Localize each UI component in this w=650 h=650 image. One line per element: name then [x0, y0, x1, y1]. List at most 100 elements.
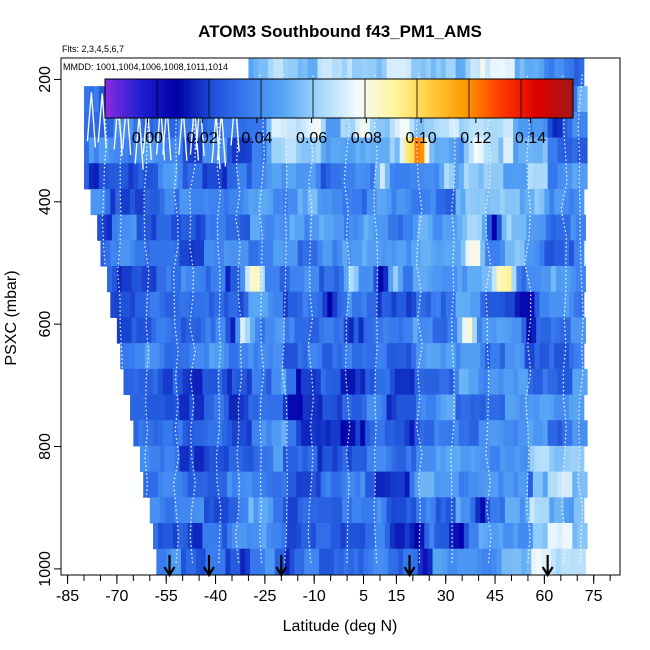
heatmap-cell — [567, 420, 573, 447]
heatmap-cell — [465, 58, 471, 87]
heatmap-cell — [567, 522, 573, 550]
heatmap-cell — [564, 58, 570, 87]
heatmap-cell — [292, 343, 299, 370]
heatmap-cell — [539, 58, 545, 87]
heatmap-cell — [421, 58, 427, 87]
heatmap-cell — [509, 445, 516, 473]
colorbar-swatch — [368, 79, 372, 118]
heatmap-cell — [504, 343, 511, 370]
heatmap-cell — [228, 188, 235, 216]
heatmap-cell — [580, 214, 586, 241]
plot-frame — [60, 57, 621, 576]
heatmap-cell — [427, 266, 434, 293]
heatmap-cell — [184, 188, 190, 216]
x-tick-label: 45 — [486, 588, 504, 605]
heatmap-cell — [182, 111, 189, 139]
heatmap-cell — [172, 420, 179, 447]
colorbar-swatch — [140, 79, 144, 118]
heatmap-cell — [580, 266, 586, 293]
heatmap-cell — [559, 445, 565, 473]
heatmap-cell — [462, 317, 468, 344]
heatmap-cell — [199, 343, 205, 370]
y-tick-label: 800 — [37, 433, 54, 460]
heatmap-cell — [131, 214, 138, 241]
heatmap-cell — [504, 240, 511, 267]
heatmap-cell — [322, 445, 328, 473]
heatmap-cell — [567, 137, 573, 164]
heatmap-cell — [250, 266, 256, 293]
colorbar-swatch — [151, 79, 156, 118]
heatmap-cell — [322, 394, 328, 421]
heatmap-cell — [439, 471, 445, 498]
heatmap-cell — [485, 497, 491, 524]
heatmap-cell — [450, 240, 457, 267]
heatmap-cell — [414, 471, 420, 498]
heatmap-cell — [384, 163, 391, 190]
heatmap-cell — [133, 368, 139, 396]
heatmap-cell — [573, 291, 580, 318]
heatmap-cell — [266, 420, 272, 447]
heatmap-cell — [495, 240, 501, 267]
heatmap-cell — [261, 471, 268, 498]
heatmap-cell — [375, 471, 381, 498]
heatmap-cell — [167, 471, 174, 498]
heatmap-cell — [531, 266, 537, 293]
heatmap-cell — [153, 137, 159, 164]
heatmap-cell — [174, 240, 180, 267]
heatmap-cell — [365, 368, 371, 396]
heatmap-cell — [562, 471, 568, 498]
heatmap-cell — [421, 445, 427, 473]
heatmap-cell — [506, 317, 512, 344]
colorbar-swatch — [435, 79, 440, 118]
heatmap-cell — [527, 471, 534, 498]
heatmap-cell — [363, 548, 369, 575]
heatmap-cell — [416, 58, 422, 87]
heatmap-cell — [167, 111, 174, 139]
heatmap-cell — [172, 137, 179, 164]
heatmap-cell — [266, 111, 272, 139]
heatmap-cell — [189, 240, 195, 267]
heatmap-cell — [327, 291, 333, 318]
heatmap-cell — [263, 497, 269, 524]
heatmap-cell — [210, 214, 217, 241]
heatmap-cell — [225, 317, 231, 344]
heatmap-cell — [483, 111, 489, 139]
heatmap-cell — [240, 548, 246, 575]
heatmap-cell — [158, 368, 164, 396]
heatmap-cell — [194, 497, 200, 524]
heatmap-cell — [511, 548, 517, 575]
heatmap-cell — [154, 343, 161, 370]
heatmap-cell — [333, 317, 340, 344]
heatmap-cell — [167, 163, 174, 190]
heatmap-cell — [514, 497, 521, 524]
x-tick-label: 60 — [535, 588, 553, 605]
heatmap-cell — [159, 394, 166, 421]
heatmap-cell — [376, 240, 383, 267]
heatmap-cell — [136, 266, 143, 293]
heatmap-cell — [549, 291, 555, 318]
heatmap-cell — [130, 343, 136, 370]
heatmap-cell — [478, 420, 485, 447]
heatmap-cell — [274, 317, 281, 344]
heatmap-cell — [207, 368, 213, 396]
heatmap-cell — [278, 58, 284, 87]
heatmap-cell — [381, 291, 388, 318]
x-tick-label: 30 — [437, 588, 455, 605]
heatmap-cell — [480, 394, 486, 421]
heatmap-cell — [271, 368, 277, 396]
heatmap-cell — [240, 214, 246, 241]
heatmap-cell — [496, 214, 503, 241]
heatmap-cell — [401, 394, 407, 421]
heatmap-cell — [301, 111, 307, 139]
heatmap-cell — [577, 163, 583, 190]
heatmap-cell — [258, 445, 264, 473]
heatmap-cell — [187, 163, 194, 190]
heatmap-cell — [532, 111, 539, 139]
heatmap-cell — [450, 188, 457, 216]
heatmap-cell — [192, 420, 198, 447]
heatmap-cell — [190, 266, 197, 293]
colorbar-swatch — [540, 79, 545, 118]
heatmap-cell — [292, 445, 299, 473]
heatmap-cell — [120, 291, 126, 318]
colorbar-swatch — [110, 79, 115, 118]
